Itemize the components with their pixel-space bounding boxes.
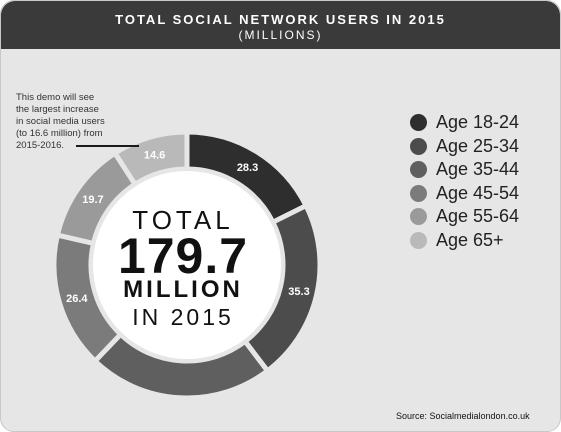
header-bar: TOTAL SOCIAL NETWORK USERS IN 2015 (MILL… <box>1 1 560 49</box>
annotation-line: the largest increase <box>16 104 99 115</box>
legend-swatch <box>410 114 427 131</box>
center-total-value: 179.7 <box>117 228 249 284</box>
legend-swatch <box>410 184 427 202</box>
annotation-line: in social media users <box>16 116 105 127</box>
center-year-label: IN 2015 <box>132 304 234 330</box>
center-label-total: TOTAL <box>132 205 234 235</box>
legend-label: Age 35-44 <box>436 159 520 180</box>
legend-swatch <box>410 161 427 179</box>
legend-label: Age 55-64 <box>436 206 520 227</box>
chart-subtitle: (MILLIONS) <box>238 28 323 42</box>
legend-label: Age 65+ <box>436 229 504 250</box>
slice-data-label: 19.7 <box>82 194 103 206</box>
chart-title: TOTAL SOCIAL NETWORK USERS IN 2015 <box>115 12 446 27</box>
legend-swatch <box>410 231 427 249</box>
legend-label: Age 18-24 <box>436 112 520 132</box>
legend-swatch <box>410 208 427 226</box>
legend-swatch <box>410 137 427 155</box>
annotation-text: This demo will see the largest increase … <box>16 92 156 152</box>
donut-center-hole <box>93 171 281 359</box>
slice-data-label: 35.3 <box>288 286 309 298</box>
center-unit-label: MILLION <box>123 276 243 303</box>
slice-data-label: 14.6 <box>144 150 165 162</box>
slice-data-label: 28.3 <box>237 162 258 174</box>
annotation-line: 2015-2016. <box>16 140 65 151</box>
legend-label: Age 25-34 <box>436 135 520 156</box>
annotation-line: (to 16.6 million) from <box>16 128 103 139</box>
annotation-line: This demo will see <box>16 92 95 103</box>
legend-label: Age 45-54 <box>436 182 520 203</box>
slice-data-label: 26.4 <box>66 293 88 305</box>
source-credit: Source: Socialmedialondon.co.uk <box>396 411 530 421</box>
